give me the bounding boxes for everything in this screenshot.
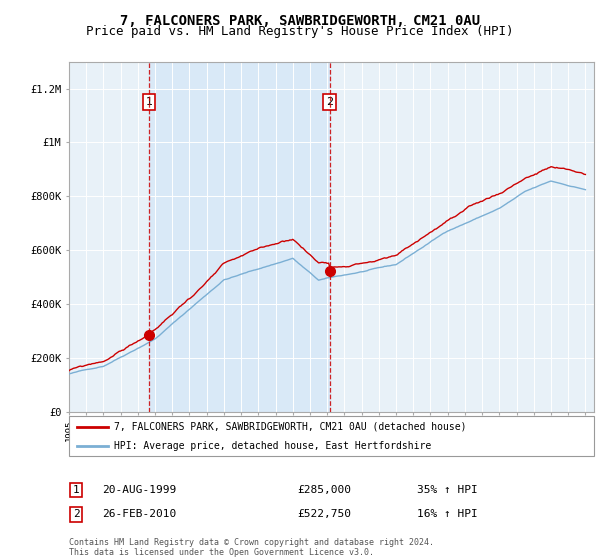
Text: 2: 2: [73, 509, 80, 519]
Text: £285,000: £285,000: [297, 485, 351, 495]
Text: 35% ↑ HPI: 35% ↑ HPI: [417, 485, 478, 495]
Text: 20-AUG-1999: 20-AUG-1999: [102, 485, 176, 495]
Text: 26-FEB-2010: 26-FEB-2010: [102, 509, 176, 519]
Text: 7, FALCONERS PARK, SAWBRIDGEWORTH, CM21 0AU (detached house): 7, FALCONERS PARK, SAWBRIDGEWORTH, CM21 …: [113, 422, 466, 432]
Text: £522,750: £522,750: [297, 509, 351, 519]
Text: 2: 2: [326, 97, 334, 107]
Text: 7, FALCONERS PARK, SAWBRIDGEWORTH, CM21 0AU: 7, FALCONERS PARK, SAWBRIDGEWORTH, CM21 …: [120, 14, 480, 28]
Text: 1: 1: [145, 97, 152, 107]
Text: Price paid vs. HM Land Registry's House Price Index (HPI): Price paid vs. HM Land Registry's House …: [86, 25, 514, 38]
Text: 16% ↑ HPI: 16% ↑ HPI: [417, 509, 478, 519]
Text: 1: 1: [73, 485, 80, 495]
FancyBboxPatch shape: [69, 416, 594, 456]
Text: HPI: Average price, detached house, East Hertfordshire: HPI: Average price, detached house, East…: [113, 441, 431, 450]
Text: Contains HM Land Registry data © Crown copyright and database right 2024.
This d: Contains HM Land Registry data © Crown c…: [69, 538, 434, 557]
